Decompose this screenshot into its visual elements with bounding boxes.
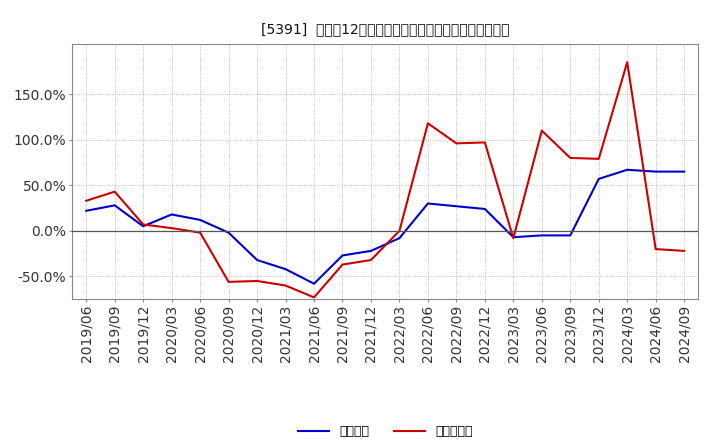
当期純利益 xyxy=(480,140,489,145)
当期純利益 xyxy=(82,198,91,203)
経常利益 xyxy=(509,235,518,240)
当期純利益 xyxy=(509,235,518,241)
当期純利益 xyxy=(196,230,204,235)
経常利益 xyxy=(537,233,546,238)
経常利益 xyxy=(423,201,432,206)
当期純利益 xyxy=(253,279,261,284)
当期純利益 xyxy=(595,156,603,161)
当期純利益 xyxy=(652,246,660,252)
経常利益 xyxy=(395,235,404,241)
経常利益 xyxy=(652,169,660,174)
経常利益 xyxy=(139,224,148,229)
当期純利益 xyxy=(566,155,575,161)
Legend: 経常利益, 当期純利益: 経常利益, 当期純利益 xyxy=(293,420,477,440)
当期純利益 xyxy=(225,279,233,285)
経常利益 xyxy=(623,167,631,172)
Line: 当期純利益: 当期純利益 xyxy=(86,62,684,297)
経常利益 xyxy=(110,203,119,208)
当期純利益 xyxy=(366,257,375,263)
経常利益 xyxy=(196,217,204,223)
経常利益 xyxy=(282,267,290,272)
当期純利益 xyxy=(395,228,404,234)
経常利益 xyxy=(82,208,91,213)
経常利益 xyxy=(595,176,603,182)
当期純利益 xyxy=(282,283,290,288)
当期純利益 xyxy=(167,225,176,231)
経常利益 xyxy=(225,230,233,235)
経常利益 xyxy=(167,212,176,217)
当期純利益 xyxy=(423,121,432,126)
経常利益 xyxy=(452,204,461,209)
経常利益 xyxy=(480,206,489,212)
経常利益 xyxy=(253,257,261,263)
当期純利益 xyxy=(537,128,546,133)
当期純利益 xyxy=(452,141,461,146)
Line: 経常利益: 経常利益 xyxy=(86,170,684,284)
Title: [5391]  利益だ12か月移動合計の対前年同期増減率の推移: [5391] 利益だ12か月移動合計の対前年同期増減率の推移 xyxy=(261,22,510,36)
経常利益 xyxy=(338,253,347,258)
当期純利益 xyxy=(139,222,148,227)
当期純利益 xyxy=(110,189,119,194)
経常利益 xyxy=(310,281,318,286)
経常利益 xyxy=(566,233,575,238)
経常利益 xyxy=(680,169,688,174)
当期純利益 xyxy=(310,295,318,300)
当期純利益 xyxy=(623,59,631,65)
当期純利益 xyxy=(680,248,688,253)
当期純利益 xyxy=(338,262,347,267)
経常利益 xyxy=(366,248,375,253)
